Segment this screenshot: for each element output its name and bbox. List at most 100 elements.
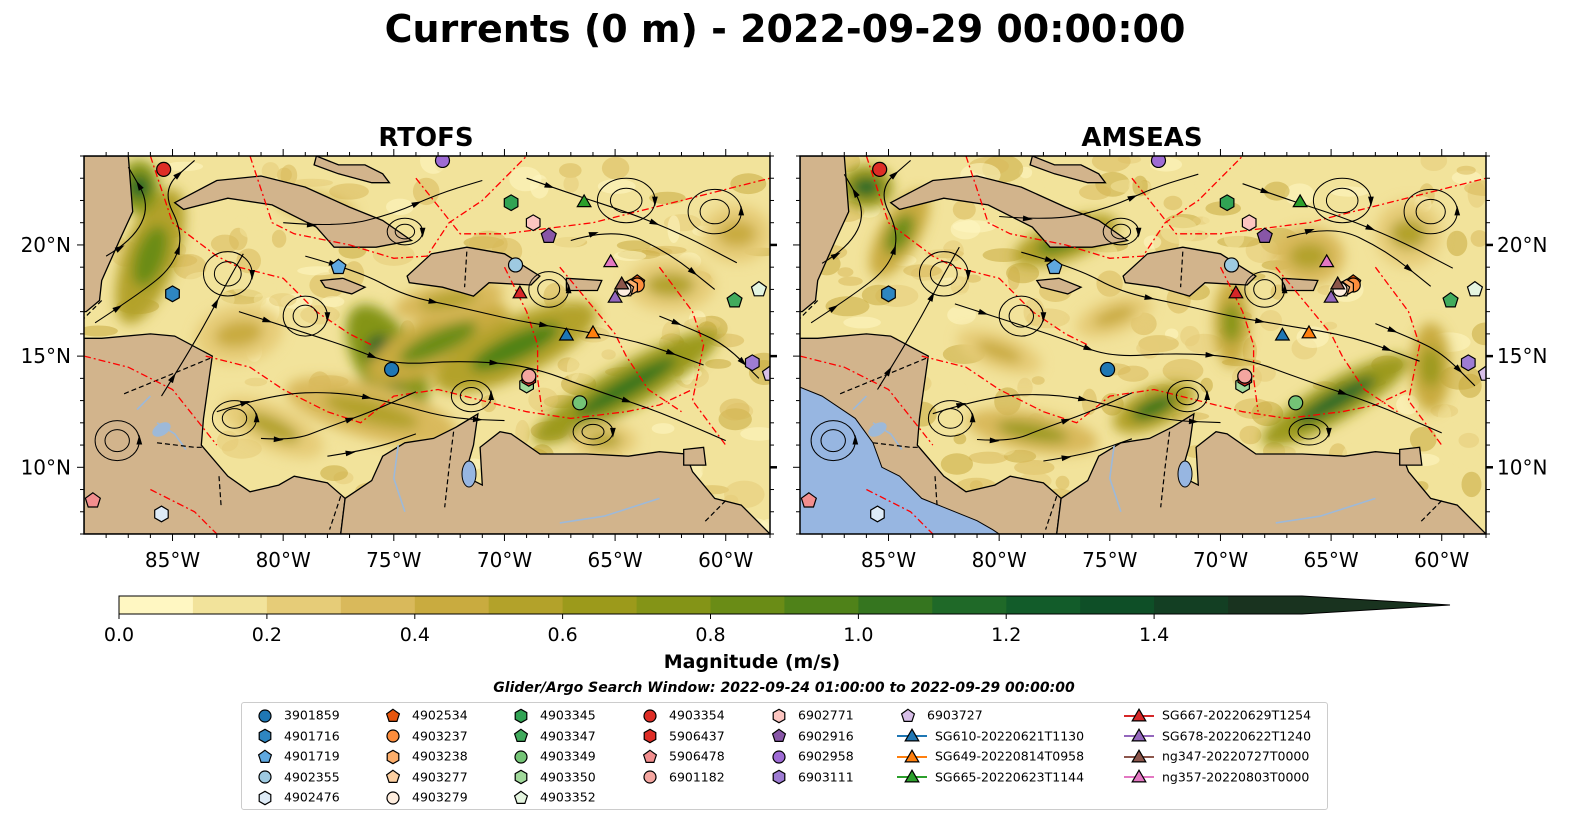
- eddy-streamline: [104, 429, 130, 453]
- frame-ticks: [793, 149, 1493, 541]
- country-border: [84, 300, 103, 319]
- colorbar-tick-label: 1.0: [843, 624, 873, 646]
- eddy-streamline: [394, 223, 416, 240]
- legend-item: SG665-20220623T1144: [897, 769, 1084, 786]
- magnitude-cell: [164, 161, 204, 172]
- marker-6901182: [521, 368, 537, 384]
- magnitude-cell: [1132, 175, 1148, 197]
- streamline-arrow: [428, 298, 439, 304]
- streamline-arrow: [419, 227, 426, 238]
- streamline-arrow: [136, 434, 143, 445]
- legend-item: 6901182: [639, 769, 725, 786]
- magnitude-cell: [235, 215, 249, 225]
- magnitude-cell: [950, 219, 981, 240]
- lat-axis-right: 20°N 15°N 10°N: [1497, 233, 1547, 479]
- marker-4901719: [1046, 258, 1063, 275]
- streamline-arrow: [488, 390, 495, 400]
- colorbar-segment: [636, 596, 712, 614]
- legend-label: 3901859: [284, 707, 340, 723]
- magnitude-cell: [300, 305, 340, 325]
- marker-4901719: [330, 258, 347, 275]
- magnitude-cell: [1097, 243, 1118, 263]
- magnitude-cell: [244, 377, 268, 387]
- legend-label: 4903350: [540, 769, 596, 785]
- magnitude-cell: [291, 178, 333, 187]
- magnitude-cell: [1079, 184, 1111, 201]
- legend-marker-icon: [1124, 707, 1154, 721]
- streamline: [1043, 438, 1133, 462]
- magnitude-jet-core: [1221, 302, 1242, 343]
- magnitude-cell: [509, 166, 542, 192]
- legend-item: 4902355: [254, 769, 340, 786]
- streamline: [877, 246, 960, 390]
- map-content: [84, 156, 770, 534]
- magnitude-cell: [1458, 373, 1482, 398]
- legend-marker: [385, 769, 401, 784]
- legend-marker: [772, 708, 786, 723]
- marker-5906478: [84, 492, 102, 508]
- legend-marker-icon: [643, 728, 657, 744]
- land-bahamas: [313, 156, 391, 184]
- land-hisp: [406, 246, 541, 297]
- country-border: [1419, 500, 1443, 524]
- eddy-streamline: [221, 408, 248, 429]
- eez-boundary: [559, 266, 682, 413]
- legend: 3901859 4901716 4901719 4902355 4902476 49025…: [241, 702, 1328, 810]
- marker-4903347: [726, 291, 743, 308]
- figure-title: Currents (0 m) - 2022-09-29 00:00:00: [385, 7, 1186, 51]
- legend-label: 4903277: [412, 769, 468, 785]
- streamline-arrow: [830, 252, 841, 260]
- eez-boundary: [149, 156, 372, 346]
- river-line: [392, 444, 406, 513]
- streamline: [821, 174, 862, 264]
- lake-maracaibo: [1177, 460, 1193, 488]
- lon-tick-label: 70°W: [477, 548, 532, 572]
- magnitude-cell: [563, 175, 579, 193]
- marker-4901716: [165, 285, 180, 303]
- colorbar-segment: [562, 596, 638, 614]
- streamline-arrow: [1260, 187, 1271, 194]
- magnitude-jet-core: [1295, 376, 1376, 425]
- streamline-arrow: [989, 437, 1000, 444]
- legend-marker: [642, 749, 658, 763]
- river-line: [1275, 497, 1376, 524]
- magnitude-cell: [597, 178, 636, 194]
- streamline-arrow: [273, 436, 284, 443]
- streamline-arrow: [1061, 455, 1072, 462]
- magnitude-cell: [1437, 404, 1452, 428]
- marker-6902916: [1256, 227, 1273, 243]
- magnitude-jet-core: [976, 340, 1023, 363]
- marker-4903352: [1466, 280, 1484, 297]
- legend-marker: [772, 750, 786, 764]
- magnitude-cell: [271, 229, 287, 248]
- legend-label: ng347-20220727T0000: [1162, 748, 1310, 764]
- magnitude-cell: [1143, 235, 1162, 249]
- streamline: [1021, 251, 1420, 362]
- legend-item: SG610-20220621T1130: [897, 728, 1084, 745]
- legend-item: 6903727: [897, 707, 983, 724]
- legend-item: SG649-20220814T0958: [897, 748, 1084, 765]
- magnitude-cell: [843, 316, 881, 329]
- legend-item: 6902916: [768, 728, 854, 745]
- magnitude-cell: [1329, 186, 1370, 197]
- streamline: [570, 233, 716, 290]
- colorbar-tick-label: 0.0: [104, 624, 134, 646]
- eez-boundary: [1275, 266, 1398, 413]
- streamline-arrow: [544, 182, 555, 189]
- marker-3901859: [1099, 361, 1116, 378]
- streamline: [305, 255, 704, 366]
- legend-item: 4903354: [639, 707, 725, 724]
- legend-marker-icon: [386, 749, 400, 765]
- marker-SG665-20220623T1144: [576, 193, 592, 208]
- streamline-arrow: [211, 298, 219, 309]
- country-border: [703, 500, 727, 524]
- streamline-arrow: [1188, 418, 1199, 425]
- marker-6902771: [1241, 214, 1257, 232]
- magnitude-cell: [937, 380, 968, 397]
- magnitude-cell: [585, 243, 602, 263]
- magnitude-cell: [1023, 297, 1045, 326]
- magnitude-jet-core: [132, 225, 168, 287]
- legend-item: 4903345: [510, 707, 596, 724]
- marker-ng347-20220727T0000: [613, 275, 630, 290]
- legend-marker-icon: [771, 728, 787, 743]
